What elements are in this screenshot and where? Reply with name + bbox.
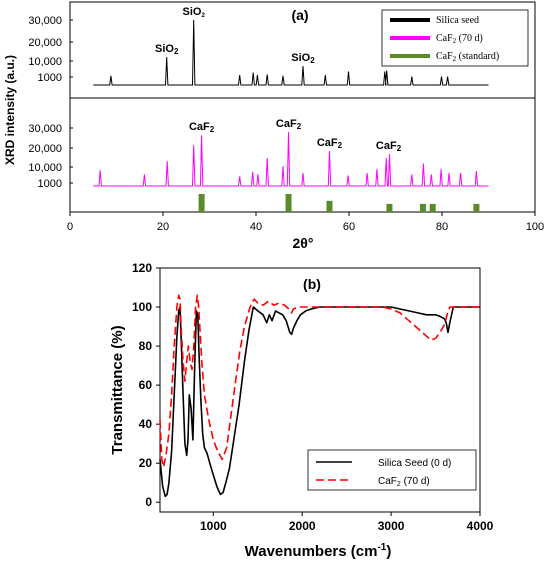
x-tick-label: 1000 <box>200 519 227 533</box>
caf2-standard-bar <box>198 194 205 212</box>
panel-b-x-axis-label: Wavenumbers (cm-1) <box>245 542 392 560</box>
x-tick-label: 20 <box>157 221 169 233</box>
x-tick-label: 0 <box>67 221 73 233</box>
panel-a-standard-bars <box>198 194 480 212</box>
y-tick-label: 80 <box>139 339 153 353</box>
panel-a-top-y-ticks: 30,000 20,000 10,000 1000 <box>28 15 73 84</box>
y-tick-label: 40 <box>139 417 153 431</box>
y-tick-label: 20,000 <box>28 37 62 49</box>
series-caf2-70d-xrd <box>93 131 489 187</box>
caf2-standard-bar <box>419 203 426 212</box>
x-tick-label: 80 <box>436 221 448 233</box>
y-tick-label: 10,000 <box>28 162 62 174</box>
y-tick-label: 60 <box>139 378 153 392</box>
x-tick-label: 60 <box>343 221 355 233</box>
peak-annotation: SiO2 <box>183 6 206 19</box>
legend-label-silica-seed-0d: Silica Seed (0 d) <box>378 458 451 469</box>
panel-a-legend: Silica seed CaF2 (70 d) CaF2 (standard) <box>381 9 529 67</box>
panel-b-legend-box <box>307 449 477 491</box>
caf2-standard-bar <box>285 194 292 212</box>
panel-a-x-axis-label: 2θ° <box>293 235 314 251</box>
x-tick-label: 2000 <box>289 519 316 533</box>
legend-label-caf2-70d: CaF2 (70 d) <box>436 33 483 45</box>
series-caf2-70d-ftir <box>159 294 480 468</box>
panel-a-series <box>93 19 489 187</box>
series-silica-seed-xrd <box>93 19 489 86</box>
legend-label-caf2-standard: CaF2 (standard) <box>436 51 499 63</box>
x-tick-label: 4000 <box>467 519 494 533</box>
y-tick-label: 30,000 <box>28 15 62 27</box>
peak-annotation: SiO2 <box>155 43 179 56</box>
panel-b-x-ticks: 1000 2000 3000 4000 <box>200 512 494 533</box>
x-tick-label: 100 <box>526 221 544 233</box>
panel-b: 0 20 40 60 80 100 120 1000 2000 3000 4000 (b) Wav… <box>109 261 494 560</box>
caf2-standard-bar <box>429 203 436 212</box>
peak-annotation: CaF2 <box>317 137 343 150</box>
y-tick-label: 0 <box>145 495 152 509</box>
legend-label-caf2-70d-b: CaF2 (70 d) <box>378 476 430 488</box>
panel-b-y-axis-label: Transmittance (%) <box>109 325 126 454</box>
y-tick-label: 10,000 <box>28 56 62 68</box>
panel-a-frame <box>69 1 536 213</box>
panel-b-legend: Silica Seed (0 d) CaF2 (70 d) <box>307 449 477 491</box>
peak-annotation: CaF2 <box>189 121 215 134</box>
panel-a-y-axis-label: XRD intensity (a.u.) <box>3 55 17 165</box>
caf2-standard-bar <box>473 203 480 212</box>
panel-a-bottom-y-ticks: 30,000 20,000 10,000 1000 <box>28 123 73 190</box>
panel-b-series <box>159 294 480 498</box>
y-tick-label: 20,000 <box>28 143 62 155</box>
panel-b-label: (b) <box>303 276 321 292</box>
caf2-standard-bar <box>326 200 333 212</box>
series-silica-seed-ftir <box>159 306 480 498</box>
peak-annotation: CaF2 <box>276 118 302 131</box>
y-tick-label: 100 <box>132 300 152 314</box>
panel-a-x-ticks: 0 20 40 60 80 100 <box>67 212 544 233</box>
panel-b-frame <box>159 267 481 513</box>
y-tick-label: 1000 <box>38 72 62 84</box>
panel-a-annotations: SiO2 SiO2 SiO2 CaF2 CaF2 CaF2 CaF2 <box>155 6 402 153</box>
y-tick-label: 20 <box>139 456 153 470</box>
caf2-standard-bar <box>386 203 393 212</box>
legend-label-silica-seed: Silica seed <box>436 15 479 26</box>
panel-a-label: (a) <box>291 7 308 23</box>
peak-annotation: SiO2 <box>291 52 315 65</box>
y-tick-label: 30,000 <box>28 123 62 135</box>
x-tick-label: 40 <box>250 221 262 233</box>
y-tick-label: 120 <box>132 261 152 275</box>
y-tick-label: 1000 <box>38 178 62 190</box>
peak-annotation: CaF2 <box>376 140 402 153</box>
x-tick-label: 3000 <box>378 519 405 533</box>
panel-b-y-ticks: 0 20 40 60 80 100 120 <box>132 261 160 509</box>
